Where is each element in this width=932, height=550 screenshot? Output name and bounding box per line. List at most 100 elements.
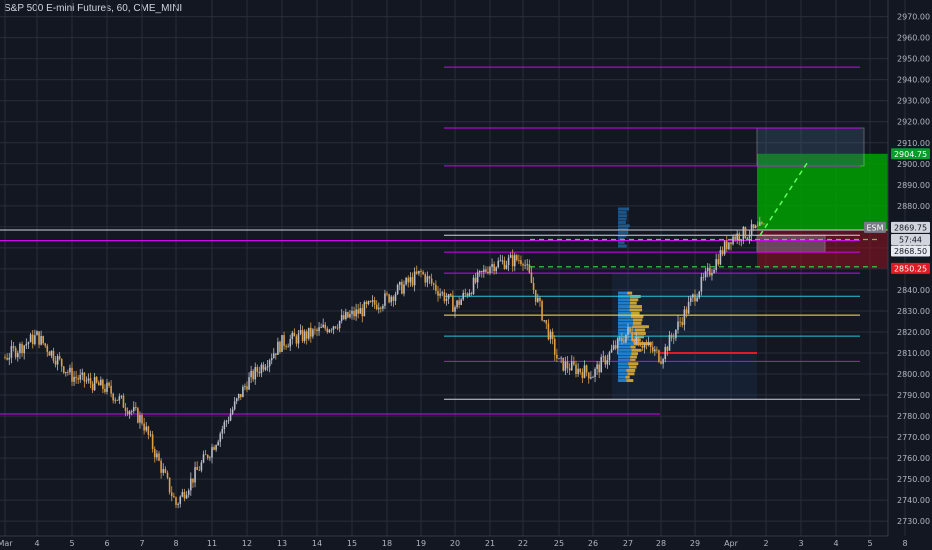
- candle-body: [382, 305, 384, 309]
- profile-bar-upper: [618, 214, 627, 218]
- candle-body: [42, 336, 44, 344]
- profile-bar-upper: [618, 207, 630, 211]
- candle-body: [681, 322, 684, 325]
- profile-bar-upper: [618, 234, 627, 238]
- candle-body: [156, 453, 158, 458]
- candle-body: [740, 240, 743, 242]
- candle-body: [390, 296, 393, 303]
- candle-body: [104, 388, 106, 392]
- candle-body: [297, 333, 300, 344]
- candle-body: [746, 237, 749, 239]
- candle-body: [456, 300, 458, 308]
- candle-body: [403, 284, 405, 294]
- profile-bar-yellow: [630, 315, 644, 319]
- candle-body: [495, 267, 497, 272]
- candle-body: [553, 338, 556, 355]
- candle-body: [303, 331, 306, 342]
- candle-body: [12, 346, 15, 348]
- x-tick-label: 4: [833, 539, 838, 548]
- candle-body: [97, 382, 100, 386]
- candle-body: [21, 343, 23, 354]
- candle-body: [487, 271, 489, 274]
- profile-bar-blue: [618, 368, 627, 372]
- candle-body: [340, 315, 343, 321]
- candle-body: [537, 297, 539, 302]
- candle-body: [275, 353, 277, 355]
- candle-body: [598, 364, 600, 373]
- candle-body: [645, 344, 648, 346]
- candle-body: [114, 399, 117, 401]
- profile-bar-yellow: [632, 318, 643, 322]
- x-tick-label: 4: [34, 539, 39, 548]
- candle-body: [426, 276, 429, 283]
- profile-bar-yellow: [628, 362, 639, 366]
- candle-body: [215, 445, 217, 450]
- candle-body: [629, 327, 631, 333]
- candle-body: [539, 297, 541, 302]
- candle-body: [139, 415, 141, 423]
- profile-bar-blue: [618, 301, 630, 305]
- candle-body: [50, 350, 53, 356]
- candle-body: [332, 326, 335, 330]
- candle-body: [359, 308, 362, 314]
- candle-body: [14, 347, 17, 358]
- candle-body: [351, 310, 353, 315]
- candle-body: [93, 377, 96, 391]
- candle-body: [704, 271, 707, 278]
- profile-bar-yellow: [626, 379, 634, 383]
- candle-body: [25, 343, 28, 346]
- candle-body: [307, 327, 310, 339]
- candle-body: [108, 382, 110, 386]
- candle-body: [48, 351, 51, 356]
- candle-body: [560, 357, 562, 359]
- candle-body: [625, 334, 627, 343]
- candle-body: [748, 235, 751, 238]
- profile-bar-yellow: [627, 372, 635, 376]
- candle-body: [365, 302, 368, 305]
- candle-body: [130, 411, 133, 412]
- candle-body: [606, 360, 609, 365]
- candle-body: [761, 222, 763, 224]
- profile-bar-yellow: [634, 335, 644, 339]
- candle-body: [516, 255, 518, 261]
- y-tick-label: 2770.00: [897, 433, 930, 442]
- candle-body: [336, 327, 339, 329]
- candle-body: [141, 415, 143, 424]
- candle-body: [6, 357, 8, 360]
- profile-bar-blue: [618, 305, 630, 309]
- candle-body: [318, 327, 320, 332]
- x-tick-label: 15: [347, 539, 357, 548]
- candle-body: [227, 420, 230, 422]
- y-tick-label: 2910.00: [897, 139, 930, 148]
- candle-body: [639, 345, 642, 347]
- candle-body: [635, 337, 638, 344]
- candle-body: [287, 346, 289, 348]
- candle-body: [759, 222, 761, 226]
- candle-body: [590, 377, 592, 379]
- candle-body: [435, 284, 437, 291]
- candle-body: [264, 367, 267, 370]
- candle-body: [725, 241, 728, 250]
- candle-body: [518, 260, 520, 261]
- candle-body: [702, 276, 705, 278]
- price-tag-stop: [891, 262, 930, 274]
- candle-body: [65, 371, 67, 373]
- x-tick-label: Mar: [0, 539, 13, 548]
- candle-body: [596, 364, 598, 369]
- profile-bar-blue: [618, 315, 631, 319]
- candle-body: [736, 233, 738, 240]
- profile-bar-blue: [618, 352, 632, 356]
- candle-body: [326, 328, 329, 333]
- profile-bar-blue: [618, 298, 630, 302]
- y-tick-label: 2800.00: [897, 370, 930, 379]
- candle-body: [17, 352, 19, 358]
- candle-body: [706, 267, 709, 272]
- profile-bar-yellow: [629, 298, 639, 302]
- candle-body: [36, 331, 38, 336]
- candle-body: [664, 346, 667, 360]
- candle-body: [649, 342, 652, 348]
- candle-body: [750, 224, 753, 236]
- candle-body: [602, 356, 605, 358]
- y-tick-label: 2760.00: [897, 454, 930, 463]
